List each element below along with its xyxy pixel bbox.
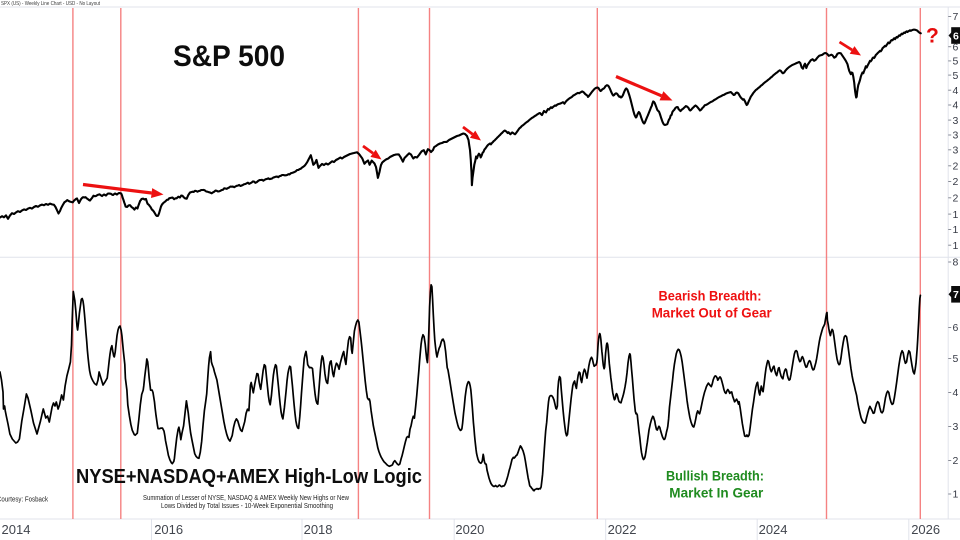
- svg-text:1: 1: [953, 209, 959, 221]
- svg-text:?: ?: [926, 25, 939, 48]
- svg-text:3: 3: [953, 130, 959, 142]
- svg-text:6: 6: [953, 30, 959, 42]
- svg-text:S&P 500: S&P 500: [173, 40, 285, 73]
- svg-text:2: 2: [953, 455, 959, 467]
- svg-text:3: 3: [953, 115, 959, 127]
- svg-text:2020: 2020: [455, 522, 484, 537]
- svg-text:5: 5: [953, 56, 959, 68]
- svg-text:Market In Gear: Market In Gear: [669, 485, 764, 501]
- svg-text:4: 4: [953, 85, 959, 97]
- svg-text:2: 2: [953, 176, 959, 188]
- svg-text:Market Out of Gear: Market Out of Gear: [652, 305, 773, 321]
- svg-text:2: 2: [953, 161, 959, 173]
- svg-text:6: 6: [953, 322, 959, 334]
- svg-text:7: 7: [953, 289, 959, 301]
- svg-text:6: 6: [953, 41, 959, 53]
- svg-text:2022: 2022: [608, 522, 637, 537]
- svg-text:3: 3: [953, 421, 959, 433]
- svg-text:Bullish Breadth:: Bullish Breadth:: [666, 467, 764, 483]
- svg-text:1: 1: [953, 224, 959, 236]
- svg-text:Summation of Lesser of NYSE, N: Summation of Lesser of NYSE, NASDAQ & AM…: [143, 493, 350, 502]
- svg-text:8: 8: [953, 257, 959, 269]
- svg-text:1: 1: [953, 489, 959, 501]
- svg-text:2026: 2026: [911, 522, 940, 537]
- svg-text:2014: 2014: [2, 522, 31, 537]
- svg-text:5: 5: [953, 353, 959, 365]
- svg-text:5: 5: [953, 70, 959, 82]
- svg-text:2024: 2024: [759, 522, 788, 537]
- svg-text:Courtesy: Fosback: Courtesy: Fosback: [0, 497, 48, 504]
- svg-text:4: 4: [953, 100, 959, 112]
- svg-text:Bearish Breadth:: Bearish Breadth:: [659, 287, 762, 303]
- svg-text:1: 1: [953, 240, 959, 252]
- svg-text:2: 2: [953, 193, 959, 205]
- svg-text:SPX (US) - Weekly Line Chart -: SPX (US) - Weekly Line Chart - USD - No …: [1, 1, 100, 7]
- svg-text:NYSE+NASDAQ+AMEX High-Low Logi: NYSE+NASDAQ+AMEX High-Low Logic: [76, 466, 422, 488]
- svg-text:7: 7: [953, 11, 959, 23]
- svg-text:Lows Divided by Total Issues -: Lows Divided by Total Issues - 10-Week E…: [161, 501, 333, 510]
- svg-text:2016: 2016: [154, 522, 183, 537]
- svg-text:2018: 2018: [304, 522, 333, 537]
- svg-text:3: 3: [953, 145, 959, 157]
- svg-text:4: 4: [953, 387, 959, 399]
